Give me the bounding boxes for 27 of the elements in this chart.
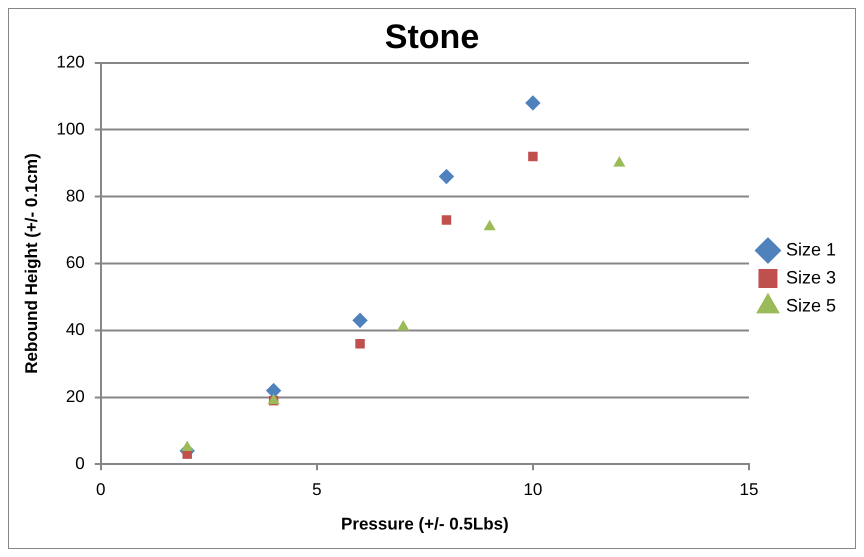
point — [398, 320, 409, 331]
x-tick-label: 0 — [96, 480, 106, 500]
point — [525, 95, 540, 110]
point — [438, 169, 454, 184]
legend-label: Size 5 — [786, 295, 836, 316]
point — [355, 339, 365, 349]
y-tick-label: 20 — [66, 386, 85, 406]
y-axis-title: Rebound Height (+/- 0.1cm) — [22, 153, 41, 374]
y-tick-label: 40 — [66, 320, 85, 340]
chart-title: Stone — [384, 18, 480, 56]
point — [181, 440, 193, 451]
point — [484, 220, 496, 230]
x-tick-label: 15 — [740, 480, 758, 500]
x-tick-label: 10 — [523, 480, 542, 500]
point — [352, 312, 368, 328]
y-tick-label: 120 — [56, 52, 85, 72]
y-tick-label: 0 — [75, 454, 85, 473]
point — [442, 215, 452, 225]
y-tick-label: 80 — [66, 186, 85, 206]
y-tick-label: 60 — [66, 253, 85, 272]
point — [614, 156, 626, 167]
point — [528, 152, 538, 162]
legend-label: Size 1 — [786, 239, 836, 260]
x-tick-label: 5 — [312, 480, 322, 500]
legend-label: Size 3 — [786, 267, 836, 288]
x-axis-title: Pressure (+/- 0.5Lbs) — [341, 514, 509, 534]
y-tick-label: 100 — [56, 119, 85, 138]
